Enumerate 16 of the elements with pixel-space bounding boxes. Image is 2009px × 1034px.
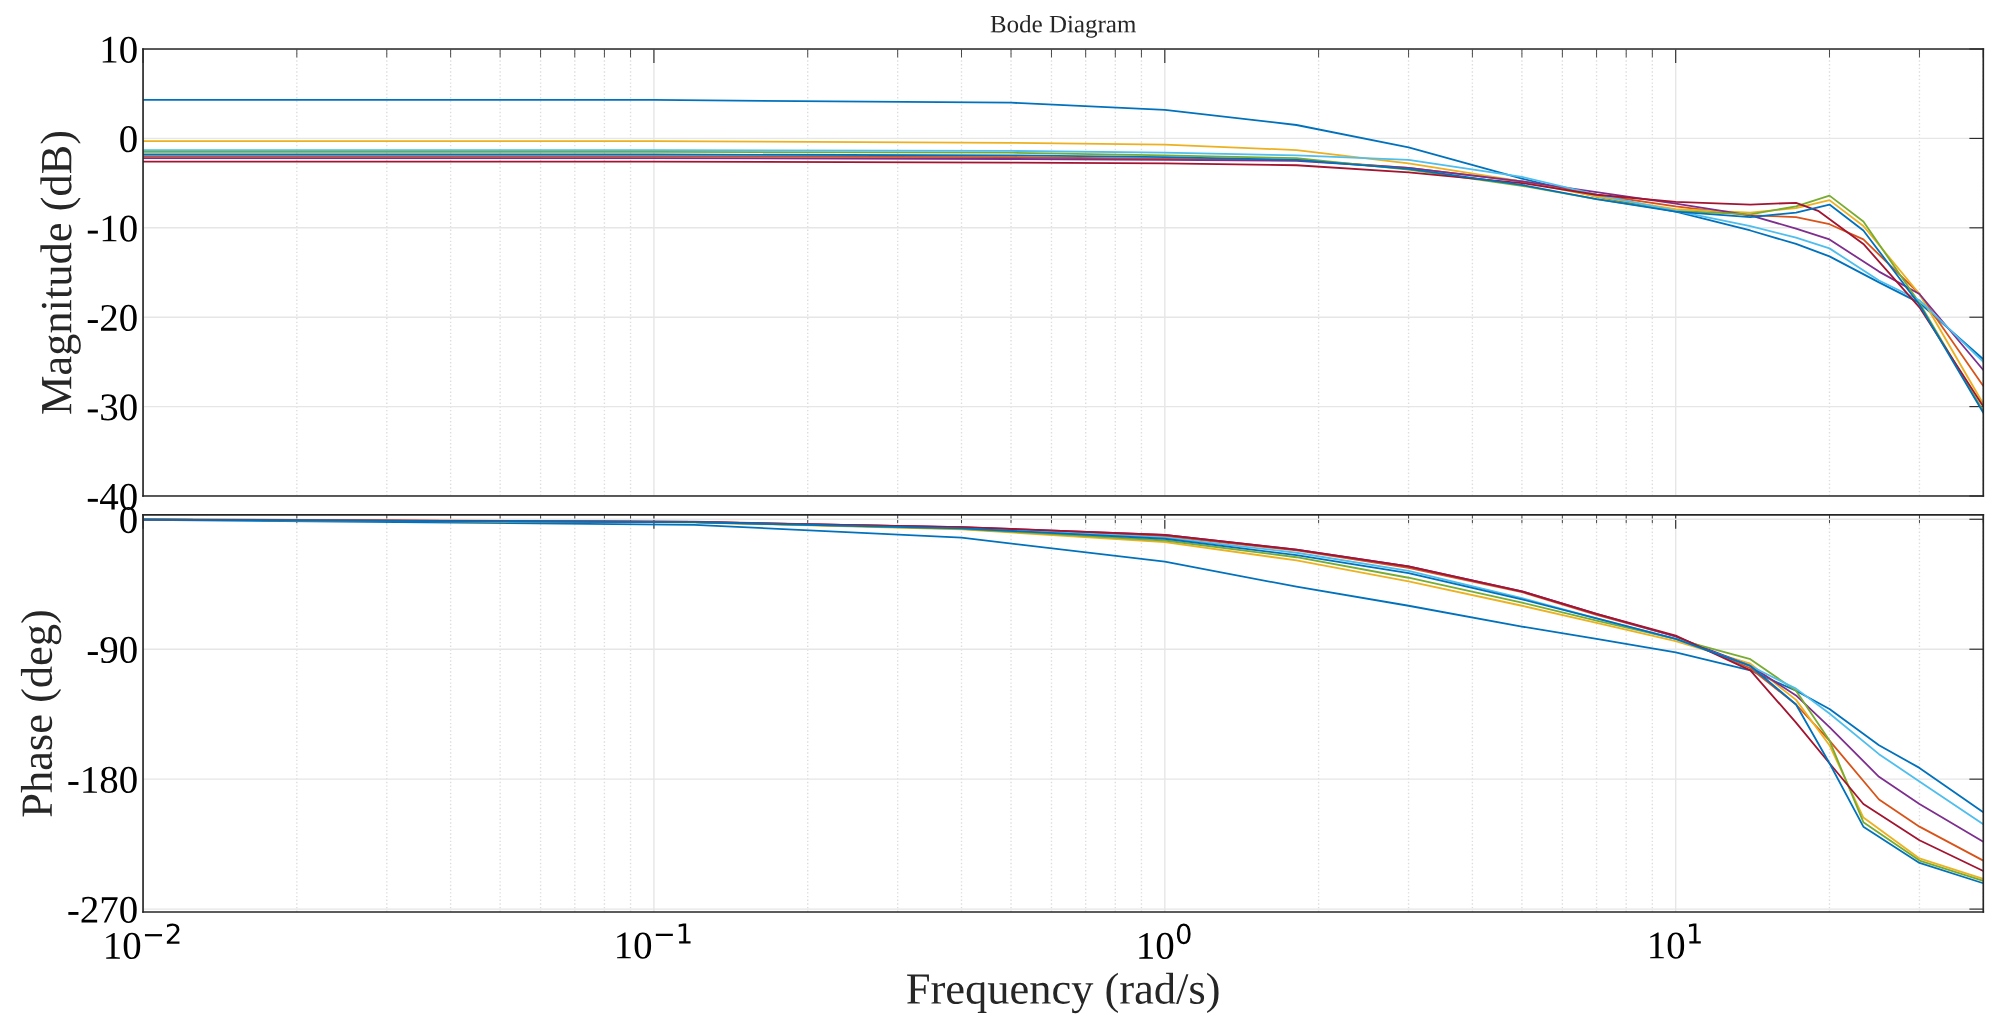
y-tick-label: -10 — [87, 215, 137, 242]
x-tick-label: 10$^{1}$ — [1650, 923, 1701, 959]
x-tick-label: 10$^{0}$ — [1139, 923, 1191, 960]
x-tick-label: 10$^{−1}$ — [617, 923, 691, 959]
y-tick-label: -180 — [68, 766, 137, 794]
chart-title: Bode Diagram — [990, 15, 1137, 38]
y-tick-label: 10 — [102, 36, 137, 63]
y-axis-title: Magnitude (dB) — [40, 131, 81, 414]
y-tick-label: -20 — [87, 304, 137, 332]
x-tick-label: 10$^{−2}$ — [106, 923, 180, 960]
y-tick-label: 0 — [120, 126, 137, 153]
y-tick-label: -30 — [87, 394, 137, 421]
y-tick-label: -90 — [87, 636, 137, 664]
y-tick-label: -270 — [68, 896, 137, 923]
y-axis-title: Phase (deg) — [20, 611, 62, 817]
x-axis-title: Frequency (rad/s) — [907, 972, 1219, 1014]
